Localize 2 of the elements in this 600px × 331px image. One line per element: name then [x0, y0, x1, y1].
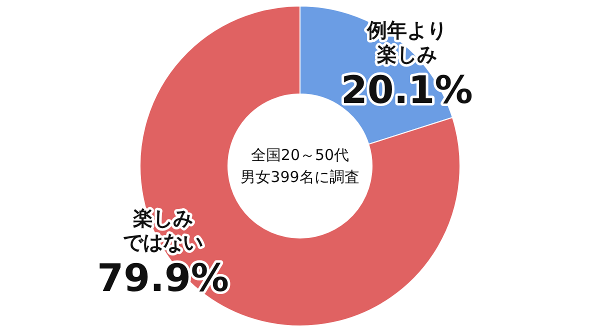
slice-label: 例年より楽しみ — [366, 18, 447, 66]
text: 全国20～50代男女399名に調査 — [240, 146, 360, 186]
